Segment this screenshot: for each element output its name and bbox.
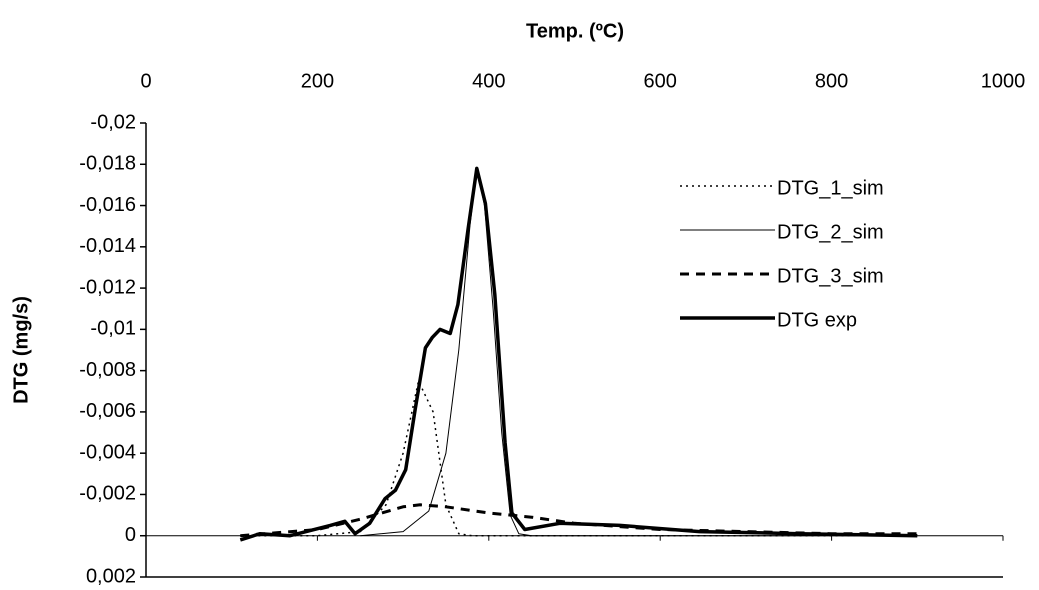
x-tick-label: 600	[644, 70, 677, 92]
y-tick-label: -0,006	[79, 400, 136, 422]
y-tick-label: -0,008	[79, 359, 136, 381]
y-tick-label: -0,016	[79, 194, 136, 216]
x-tick-label: 1000	[981, 70, 1026, 92]
series-line	[240, 380, 918, 537]
x-tick-label: 400	[472, 70, 505, 92]
x-tick-label: 200	[301, 70, 334, 92]
y-axis-title: DTG (mg/s)	[10, 296, 32, 404]
x-tick-label: 0	[140, 70, 151, 92]
legend-label: DTG exp	[777, 309, 857, 331]
y-tick-label: -0,018	[79, 153, 136, 175]
legend-label: DTG_3_sim	[777, 265, 884, 287]
series-line	[239, 166, 918, 542]
y-tick-label: -0,012	[79, 276, 136, 298]
x-axis-title: Temp. (ºC)	[526, 20, 624, 42]
series-line	[240, 503, 918, 538]
y-tick-label: -0,01	[90, 318, 136, 340]
y-tick-label: 0,002	[86, 565, 136, 587]
y-tick-label: -0,014	[79, 235, 136, 257]
y-tick-label: 0	[125, 524, 136, 546]
x-tick-label: 800	[815, 70, 848, 92]
legend-label: DTG_2_sim	[777, 221, 884, 243]
y-tick-label: -0,02	[90, 111, 136, 133]
y-tick-label: -0,002	[79, 483, 136, 505]
y-tick-label: -0,004	[79, 441, 136, 463]
legend-label: DTG_1_sim	[777, 177, 884, 199]
